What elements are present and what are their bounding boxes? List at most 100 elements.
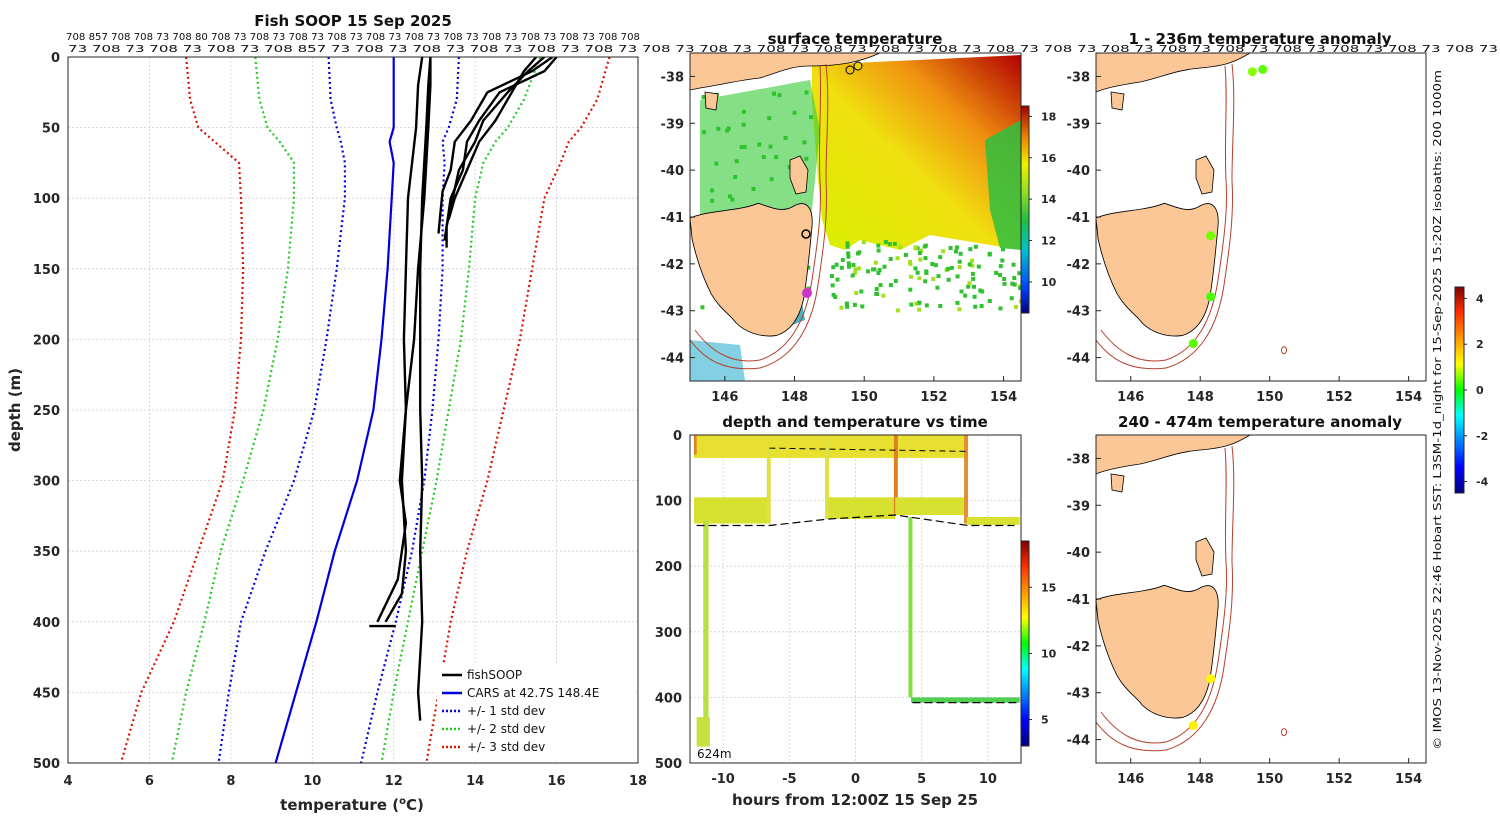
map-x-tick: 150 [851, 390, 878, 405]
map-x-tick: 150 [1256, 772, 1283, 787]
colorbar-tick: -2 [1476, 430, 1488, 443]
y-tick-label: 200 [33, 333, 60, 348]
map-y-tick: -40 [661, 164, 685, 179]
series-line-11 [437, 57, 554, 234]
map-x-tick: 152 [1326, 390, 1353, 405]
anomaly-shallow-isobath-200 [1100, 65, 1228, 362]
map-y-tick: -43 [1067, 687, 1091, 702]
time-grid [690, 434, 1021, 764]
time-y-tick: 200 [655, 560, 682, 575]
top-ids-row2: 73 708 73 708 73 708 73 708 857 73 708 7… [68, 44, 1498, 55]
time-x-tick: 10 [979, 772, 997, 787]
anomaly-deep-ticks: 146 148 150 152 154 -38 -39 -40 -41 -42 -43 -44 [1067, 452, 1423, 787]
colorbar-tick: 5 [1041, 714, 1049, 727]
time-x-tick: -5 [782, 772, 796, 787]
sst-king-island [704, 91, 719, 111]
series-line-13 [447, 57, 538, 220]
y-tick-label: 250 [33, 404, 60, 419]
x-tick-label: 4 [63, 774, 72, 789]
credit-text: © IMOS 13-Nov-2025 22:46 Hobart SST: L3S… [1431, 70, 1444, 750]
time-y-tick: 100 [655, 495, 682, 510]
profile-legend: fishSOOP CARS at 42.7S 148.4E +/- 1 std de… [437, 665, 635, 759]
map-y-tick: -39 [661, 117, 685, 132]
anomaly-deep-mainland [1096, 435, 1251, 475]
map-x-tick: 152 [920, 390, 947, 405]
anomaly-shallow-title: 1 - 236m temperature anomaly [1128, 30, 1391, 48]
series-line-8 [416, 57, 432, 721]
legend-label-3: +/- 2 std dev [467, 722, 545, 736]
map-x-tick: 154 [990, 390, 1017, 405]
sst-title: surface temperature [768, 30, 943, 48]
map-y-tick: -41 [1067, 211, 1091, 226]
time-y-tick: 0 [673, 429, 682, 444]
y-tick-label: 350 [33, 545, 60, 560]
map-x-tick: 146 [1117, 390, 1144, 405]
map-x-tick: 146 [711, 390, 738, 405]
map-y-tick: -41 [661, 211, 685, 226]
profile-title: Fish SOOP 15 Sep 2025 [254, 12, 452, 30]
y-tick-label: 500 [33, 757, 60, 772]
map-y-tick: -43 [1067, 305, 1091, 320]
sst-colorbar [1021, 106, 1029, 313]
map-x-tick: 150 [1256, 390, 1283, 405]
profile-axes-frame [67, 56, 639, 764]
anomaly-point-1 [1188, 721, 1198, 731]
anomaly-shallow-isobath-1000 [1096, 63, 1235, 370]
colorbar-tick: 14 [1041, 193, 1057, 206]
sst-isobath-1000 [690, 63, 829, 370]
colorbar-tick: 12 [1041, 235, 1056, 248]
map-x-tick: 146 [1117, 772, 1144, 787]
time-x-ticks: -10 -5 0 5 10 [711, 772, 997, 787]
bottom-depth-line [696, 514, 1015, 527]
x-tick-label: 8 [226, 774, 235, 789]
sst-ticks: 146 148 150 152 154 -38 -39 -40 -41 -42 -43 -44 [661, 70, 1018, 405]
y-tick-label: 450 [33, 686, 60, 701]
map-y-tick: -41 [1067, 593, 1091, 608]
time-colorbar-ticks: 5 10 15 [1029, 581, 1057, 727]
map-x-tick: 152 [1326, 772, 1353, 787]
profile-grid [67, 56, 639, 764]
time-y-tick: 300 [655, 626, 682, 641]
colorbar-tick: 10 [1041, 647, 1057, 660]
anomaly-shallow-map [1096, 53, 1426, 381]
anomaly-point-1 [1258, 64, 1268, 74]
time-x-label: hours from 12:00Z 15 Sep 25 [732, 791, 978, 809]
profile-y-ticks: 0 50 100 150 200 250 300 350 400 450 500 [33, 51, 60, 772]
anomaly-colorbar-ticks: -4 -2 0 2 4 [1464, 292, 1489, 489]
anomaly-point-4 [1188, 339, 1198, 349]
map-x-tick: 148 [1187, 390, 1214, 405]
map-y-tick: -39 [1067, 117, 1091, 132]
time-y-tick: 400 [655, 691, 682, 706]
series-line-7 [384, 57, 432, 623]
map-y-tick: -44 [1067, 734, 1091, 749]
x-tick-label: 16 [548, 774, 566, 789]
x-tick-label: 14 [466, 774, 484, 789]
time-y-tick: 500 [655, 757, 682, 772]
anomaly-deep-title: 240 - 474m temperature anomaly [1118, 413, 1402, 431]
profile-panel: Fish SOOP 15 Sep 2025 708 857 708 708 73… [6, 12, 1498, 814]
series-line-6 [119, 57, 245, 763]
x-tick-label: 10 [303, 774, 321, 789]
top-ids-row1: 708 857 708 708 73 708 80 708 73 708 73 … [66, 32, 640, 43]
y-tick-label: 0 [51, 51, 60, 66]
series-line-9 [376, 57, 424, 623]
anomaly-point-3 [1206, 292, 1216, 302]
time-series [693, 435, 1020, 747]
series-line-4 [170, 57, 296, 763]
anomaly-deep-panel: 240 - 474m temperature anomaly 146 148 150… [1067, 413, 1427, 787]
sst-warm-field [812, 55, 1021, 250]
series-line-3 [380, 57, 542, 763]
map-y-tick: -43 [661, 305, 685, 320]
map-x-tick: 148 [1187, 772, 1214, 787]
sst-track-start [845, 65, 855, 75]
anomaly-deep-isobath-1000 [1096, 445, 1235, 752]
profile-series [119, 57, 611, 763]
time-y-ticks: 0 100 200 300 400 500 [655, 429, 682, 772]
anomaly-shallow-ticks: 146 148 150 152 154 -38 -39 -40 -41 -42 -43 -44 [1067, 70, 1423, 405]
colorbar-tick: 4 [1476, 292, 1484, 305]
time-x-tick: 0 [851, 772, 860, 787]
x-tick-label: 6 [145, 774, 154, 789]
x-tick-label: 12 [385, 774, 403, 789]
sst-cars-location [802, 288, 812, 298]
